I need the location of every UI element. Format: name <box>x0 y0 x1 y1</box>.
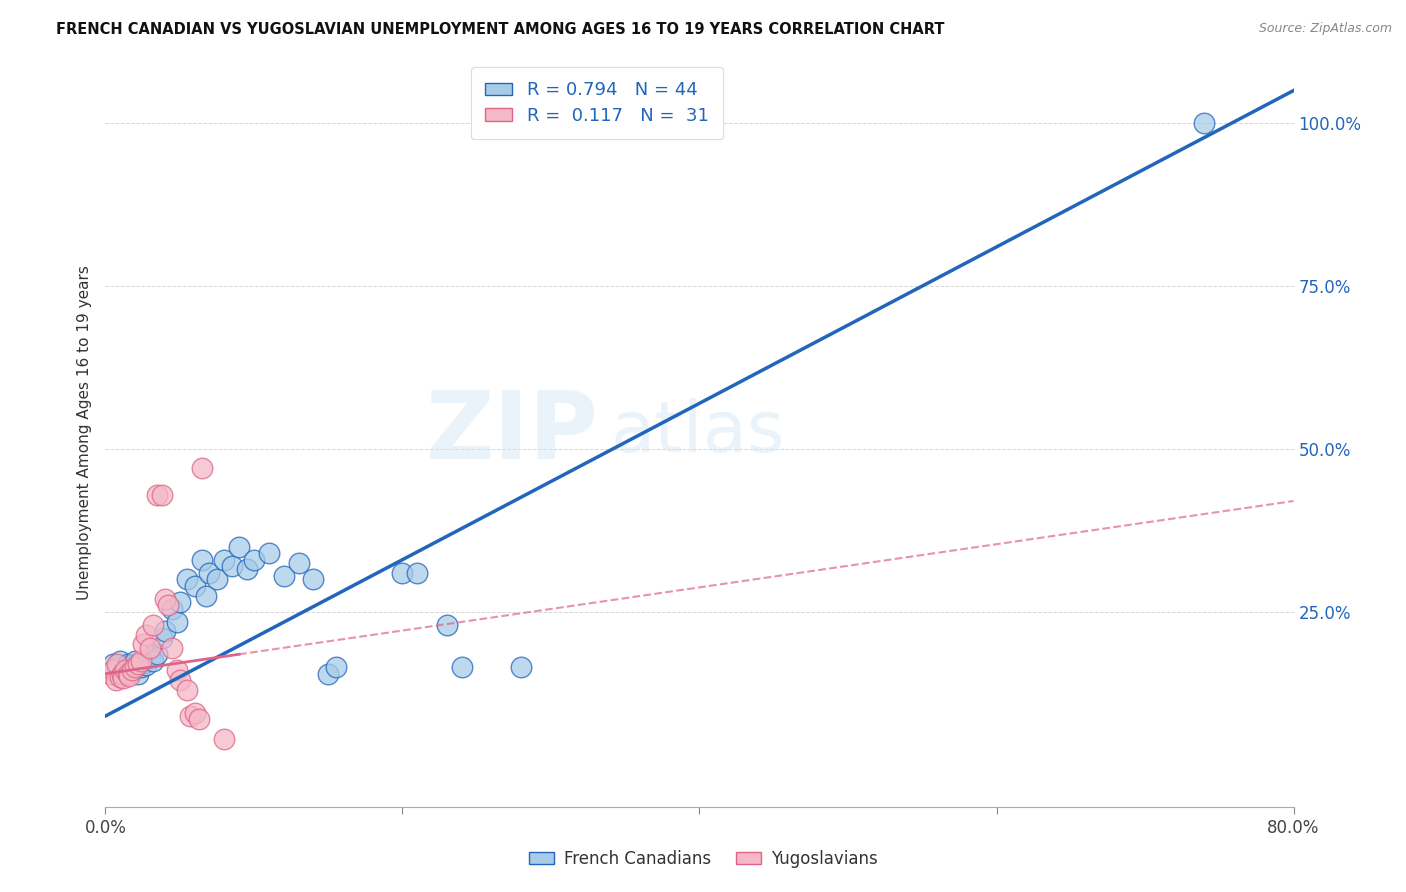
Point <box>169 595 191 609</box>
Point <box>198 566 221 580</box>
Point <box>146 647 169 661</box>
Point <box>162 601 184 615</box>
Point <box>1194 116 1216 130</box>
Point <box>118 668 141 682</box>
Point <box>110 670 132 684</box>
Point <box>105 660 128 674</box>
Point <box>121 664 143 678</box>
Point <box>214 731 236 746</box>
Point <box>142 617 165 632</box>
Point <box>176 683 198 698</box>
Point <box>153 591 176 606</box>
Point <box>124 660 146 674</box>
Point <box>510 660 533 674</box>
Point <box>110 654 132 668</box>
Point <box>124 654 146 668</box>
Point <box>228 540 250 554</box>
Point <box>195 589 218 603</box>
Point <box>117 657 139 671</box>
Point <box>179 709 201 723</box>
Point <box>114 664 136 678</box>
Point <box>129 660 152 674</box>
Point <box>127 666 149 681</box>
Point <box>153 624 176 639</box>
Point <box>112 671 135 685</box>
Point <box>146 487 169 501</box>
Point <box>214 552 236 566</box>
Text: FRENCH CANADIAN VS YUGOSLAVIAN UNEMPLOYMENT AMONG AGES 16 TO 19 YEARS CORRELATIO: FRENCH CANADIAN VS YUGOSLAVIAN UNEMPLOYM… <box>56 22 945 37</box>
Legend: R = 0.794   N = 44, R =  0.117   N =  31: R = 0.794 N = 44, R = 0.117 N = 31 <box>471 67 723 139</box>
Point <box>406 566 429 580</box>
Point <box>156 599 179 613</box>
Point <box>131 637 153 651</box>
Point <box>325 660 347 674</box>
Point <box>243 552 266 566</box>
Point <box>273 569 295 583</box>
Y-axis label: Unemployment Among Ages 16 to 19 years: Unemployment Among Ages 16 to 19 years <box>76 265 91 600</box>
Point <box>316 666 339 681</box>
Text: Source: ZipAtlas.com: Source: ZipAtlas.com <box>1258 22 1392 36</box>
Point <box>205 572 228 586</box>
Point <box>118 661 141 675</box>
Point <box>111 666 134 681</box>
Point <box>127 657 149 671</box>
Point <box>112 666 135 681</box>
Point <box>117 666 139 681</box>
Point <box>176 572 198 586</box>
Point <box>105 657 128 671</box>
Point <box>101 664 124 678</box>
Point <box>98 666 121 681</box>
Point <box>131 656 153 670</box>
Point <box>169 673 191 688</box>
Point <box>129 654 152 668</box>
Point <box>142 654 165 668</box>
Point <box>450 660 472 674</box>
Point <box>139 640 162 655</box>
Point <box>183 706 205 720</box>
Point <box>188 712 211 726</box>
Point <box>114 664 136 678</box>
Point <box>257 546 280 560</box>
Point <box>436 617 458 632</box>
Point <box>287 556 309 570</box>
Point <box>191 461 214 475</box>
Point <box>191 552 214 566</box>
Legend: French Canadians, Yugoslavians: French Canadians, Yugoslavians <box>522 844 884 875</box>
Point <box>139 650 162 665</box>
Point <box>135 627 157 641</box>
Point <box>162 640 184 655</box>
Point <box>104 673 127 688</box>
Point <box>135 658 157 673</box>
Point <box>150 487 173 501</box>
Text: atlas: atlas <box>610 398 785 467</box>
Point <box>391 566 413 580</box>
Point <box>166 615 188 629</box>
Point <box>183 579 205 593</box>
Point <box>121 658 143 673</box>
Point <box>235 562 257 576</box>
Text: ZIP: ZIP <box>426 386 599 479</box>
Point <box>150 631 173 645</box>
Point <box>166 664 188 678</box>
Point <box>101 657 124 671</box>
Point <box>221 559 243 574</box>
Point <box>302 572 325 586</box>
